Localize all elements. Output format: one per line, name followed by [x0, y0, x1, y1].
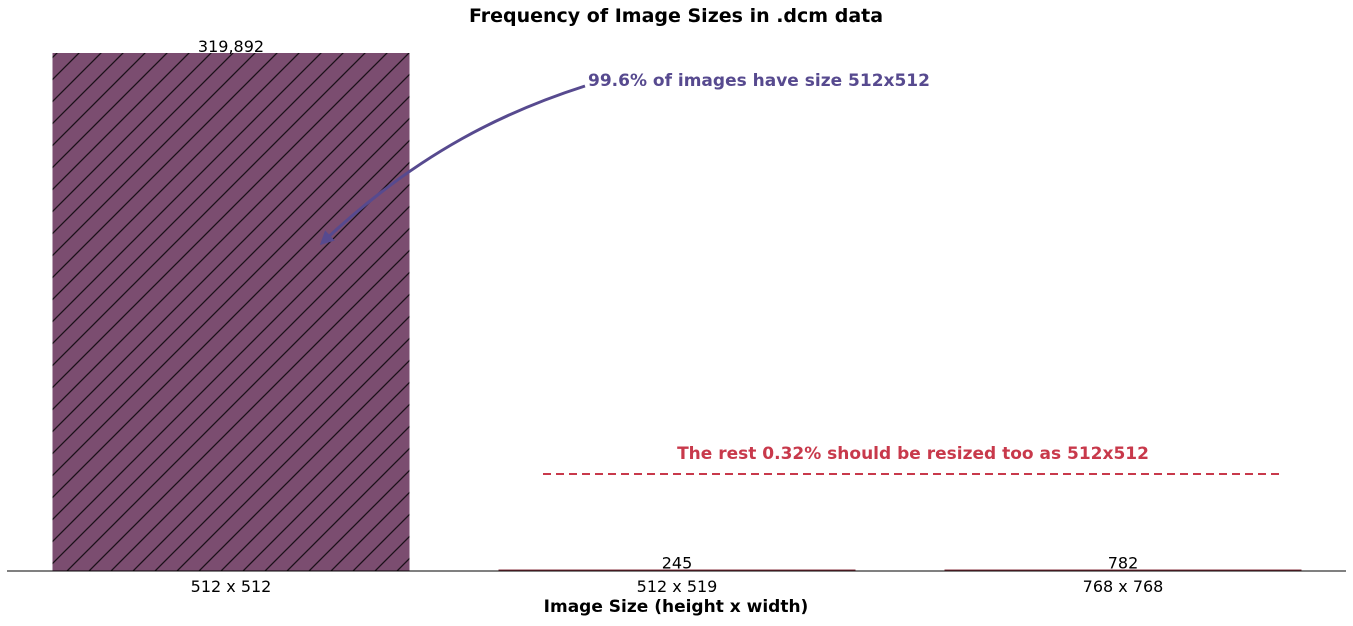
bar-value-label: 319,892 — [198, 37, 264, 56]
bar-value-label: 782 — [1108, 554, 1139, 573]
annotation-arrow-text: 99.6% of images have size 512x512 — [588, 71, 930, 91]
labels-layer: 319,892 512 x 512 245 512 x 519 782 768 x 768 — [191, 37, 1164, 596]
bar-512x519 — [498, 569, 856, 571]
x-tick-label: 512 x 519 — [637, 577, 718, 596]
annotation-arrow — [319, 84, 586, 246]
x-tick-label: 512 x 512 — [191, 577, 272, 596]
bars-layer — [52, 53, 1302, 571]
bar-768x768 — [944, 569, 1302, 571]
x-tick-label: 768 x 768 — [1083, 577, 1164, 596]
bar-hatch-512x512 — [52, 53, 410, 571]
x-axis-label: Image Size (height x width) — [544, 597, 809, 617]
chart-title: Frequency of Image Sizes in .dcm data — [469, 5, 883, 27]
annotation-dashed-text: The rest 0.32% should be resized too as … — [677, 444, 1149, 464]
bar-value-label: 245 — [662, 554, 693, 573]
